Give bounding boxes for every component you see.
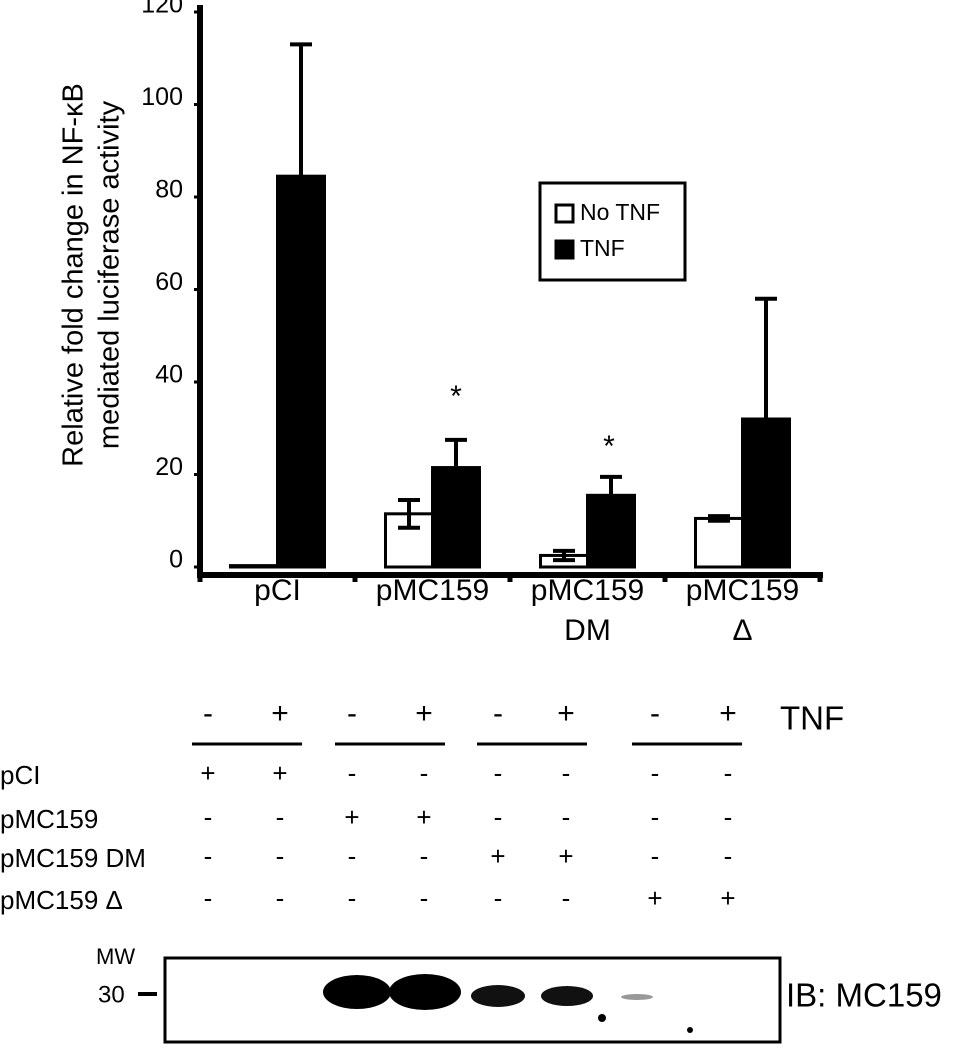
row-sign: -	[204, 802, 213, 832]
row-sign: -	[651, 802, 660, 832]
band	[541, 986, 593, 1006]
row-label: pMC159 Δ	[0, 885, 123, 915]
treatment-sign: -	[650, 697, 660, 730]
y-tick-label: 100	[141, 83, 183, 111]
row-sign: -	[204, 841, 213, 871]
band	[471, 985, 525, 1007]
band	[323, 975, 391, 1009]
legend-swatch	[554, 203, 575, 224]
row-sign: +	[416, 802, 431, 832]
row-sign: -	[276, 883, 285, 913]
mw-label: MW	[96, 944, 135, 969]
antibody-label: IB: MC159	[786, 977, 942, 1014]
row-sign: -	[494, 883, 503, 913]
bar	[229, 564, 279, 569]
significance: *	[603, 430, 615, 463]
y-tick-label: 20	[155, 453, 183, 481]
row-sign: -	[420, 758, 429, 788]
row-sign: -	[276, 841, 285, 871]
speck	[598, 1014, 606, 1022]
row-sign: +	[344, 802, 359, 832]
y-label-line: Relative fold change in NF-κB	[58, 83, 90, 467]
row-sign: -	[348, 883, 357, 913]
row-sign: -	[724, 758, 733, 788]
treatment-sign: +	[271, 697, 289, 730]
treatment-sign: +	[557, 697, 575, 730]
legend-swatch	[554, 239, 575, 260]
row-sign: -	[276, 802, 285, 832]
x-tick-label: pCI	[254, 574, 301, 607]
y-tick-label: 0	[169, 546, 183, 574]
treatment-sign: +	[719, 697, 737, 730]
row-label: pMC159	[0, 804, 98, 834]
row-label: pMC159 DM	[0, 843, 146, 873]
y-label: Relative fold change in NF-κB mediated l…	[58, 83, 126, 467]
mw-marker: 30	[98, 981, 125, 1008]
row-sign: +	[272, 758, 287, 788]
x-tick-label: DM	[564, 614, 611, 647]
x-tick-label: pMC159	[376, 574, 489, 607]
y-tick-label: 120	[141, 0, 183, 19]
treatment-sign: -	[203, 697, 213, 730]
row-sign: -	[724, 841, 733, 871]
row-sign: -	[420, 883, 429, 913]
band	[621, 994, 653, 1000]
treatment-sign: -	[493, 697, 503, 730]
row-sign: +	[647, 883, 662, 913]
treatment-sign: -	[347, 697, 357, 730]
treatment-sign: +	[415, 697, 433, 730]
speck	[687, 1027, 693, 1033]
y-label-line: mediated luciferase activity	[94, 100, 126, 449]
row-sign: -	[494, 802, 503, 832]
row-sign: -	[651, 841, 660, 871]
row-sign: +	[558, 841, 573, 871]
x-tick-label: pMC159	[531, 574, 644, 607]
row-sign: +	[490, 841, 505, 871]
row-sign: -	[204, 883, 213, 913]
row-sign: -	[562, 883, 571, 913]
x-tick-label: Δ	[732, 614, 752, 647]
legend-label: TNF	[580, 235, 625, 261]
legend-box	[538, 181, 687, 282]
blot-frame	[163, 956, 782, 1044]
row-sign: +	[200, 758, 215, 788]
y-tick-label: 80	[155, 176, 183, 204]
x-tick-label: pMC159	[686, 574, 799, 607]
legend-label: No TNF	[580, 199, 660, 225]
y-tick-label: 60	[155, 268, 183, 296]
row-sign: -	[348, 841, 357, 871]
blot-bands	[323, 974, 693, 1033]
treatment-label: TNF	[780, 700, 844, 737]
row-sign: -	[348, 758, 357, 788]
row-sign: -	[724, 802, 733, 832]
row-sign: -	[562, 802, 571, 832]
band	[389, 974, 461, 1010]
row-sign: -	[494, 758, 503, 788]
row-sign: +	[720, 883, 735, 913]
row-sign: -	[420, 841, 429, 871]
bar	[694, 516, 744, 569]
y-tick-label: 40	[155, 361, 183, 389]
row-sign: -	[651, 758, 660, 788]
row-label: pCI	[0, 760, 40, 790]
row-sign: -	[562, 758, 571, 788]
significance: *	[450, 380, 462, 413]
